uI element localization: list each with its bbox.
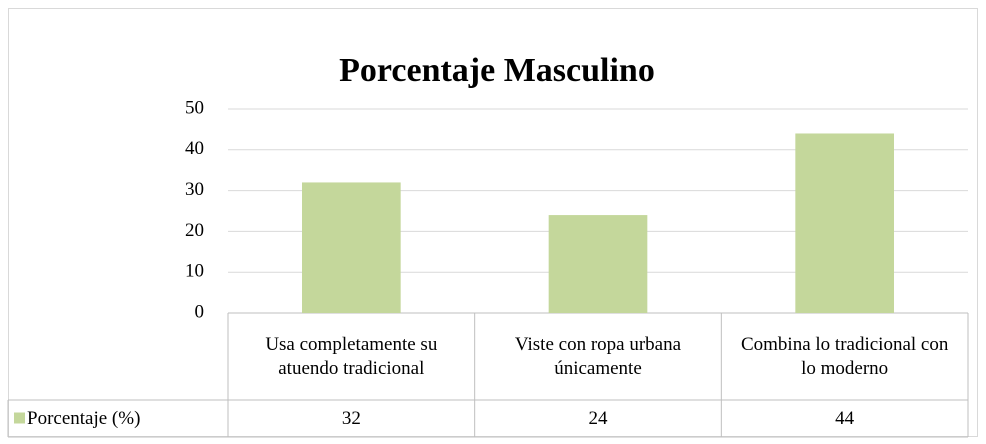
category-cell: Combina lo tradicional con lo moderno: [740, 333, 949, 379]
legend-label: Porcentaje (%): [27, 408, 140, 429]
legend-key: [14, 412, 25, 424]
y-tick-label: 0: [195, 301, 205, 322]
y-tick-label: 50: [185, 97, 204, 118]
table-value: 44: [835, 408, 855, 429]
chart-title: Porcentaje Masculino: [339, 52, 655, 89]
table-value: 24: [589, 408, 609, 429]
y-tick-label: 30: [185, 179, 204, 200]
y-tick-label: 10: [185, 261, 204, 282]
category-cell: Viste con ropa urbana únicamente: [514, 333, 682, 379]
category-cell: Usa completamente su atuendo tradicional: [265, 333, 438, 379]
x-tick-label: Combina lo tradicional con lo moderno: [740, 333, 949, 379]
bar: [548, 215, 648, 313]
table-value: 32: [342, 408, 361, 429]
y-tick-label: 20: [185, 220, 204, 241]
x-tick-label: Usa completamente su atuendo tradicional: [265, 333, 438, 379]
y-tick-label: 40: [185, 138, 204, 159]
x-tick-label: Viste con ropa urbana únicamente: [514, 333, 682, 379]
bar: [302, 182, 401, 313]
bar: [795, 133, 894, 313]
